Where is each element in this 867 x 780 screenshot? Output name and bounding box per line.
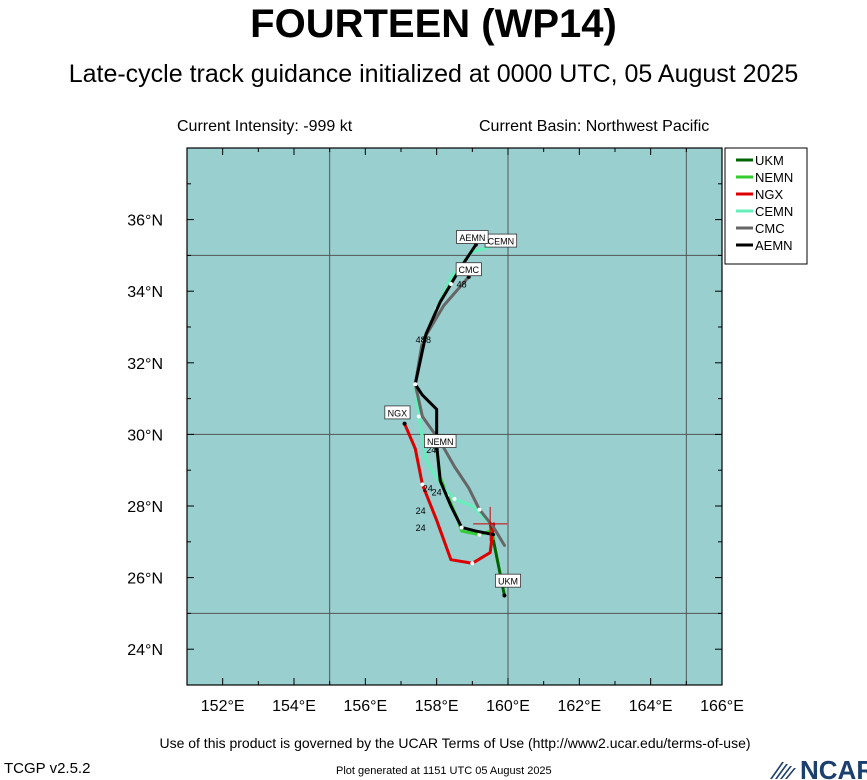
- track-label-ukm: UKM: [498, 577, 518, 587]
- x-tick-label: 160°E: [486, 698, 530, 715]
- track-point-aemn: [448, 282, 453, 287]
- x-tick-label: 154°E: [272, 698, 316, 715]
- ncar-logo-stripes: [770, 762, 796, 779]
- y-tick-label: 36°N: [127, 213, 163, 230]
- x-tick-label: 158°E: [415, 698, 459, 715]
- current-intensity-label: Current Intensity: -999 kt: [177, 118, 353, 135]
- y-tick-label: 28°N: [127, 499, 163, 516]
- track-point-cemn: [452, 496, 457, 501]
- track-label-cemn: CEMN: [488, 237, 515, 247]
- ncar-logo-text: NCAR: [800, 755, 867, 780]
- forecast-hour-label: 24: [423, 484, 433, 494]
- legend: UKM NEMN NGX CEMN CMC AEMN: [724, 147, 808, 265]
- forecast-hour-label: 48: [416, 335, 426, 345]
- track-label-box-aemn: [456, 230, 489, 244]
- ncar-logo: NCAR: [770, 755, 867, 780]
- x-tick-label: 152°E: [201, 698, 245, 715]
- track-label-box-nemn: [424, 434, 457, 448]
- track-label-box-cmc: [455, 262, 482, 277]
- track-line-aemn: [413, 243, 496, 537]
- terms-of-use-note: Use of this product is governed by the U…: [159, 735, 751, 751]
- legend-label-ukm: UKM: [755, 153, 784, 168]
- legend-label-cmc: CMC: [755, 221, 785, 236]
- forecast-hour-label: 24: [416, 506, 426, 516]
- track-point-ngx: [470, 561, 475, 566]
- generated-timestamp: Plot generated at 1151 UTC 05 August 202…: [336, 765, 552, 777]
- map-axis-ticks: 152°E 154°E 156°E 158°E 160°E 162°E 164°E 166°E…: [127, 147, 744, 715]
- forecast-hour-label: 48: [421, 335, 431, 345]
- track-point-cemn: [416, 414, 421, 419]
- y-tick-label: 24°N: [127, 642, 163, 659]
- track-label-box-ngx: [384, 405, 411, 420]
- legend-label-cemn: CEMN: [755, 204, 793, 219]
- track-label-aemn: AEMN: [459, 233, 485, 243]
- version-label: TCGP v2.5.2: [4, 760, 91, 777]
- map-frame: [186, 147, 723, 686]
- track-point-nemn: [477, 532, 482, 537]
- track-point-cmc: [477, 507, 482, 512]
- x-tick-label: 156°E: [343, 698, 387, 715]
- y-tick-label: 32°N: [127, 356, 163, 373]
- track-label-nemn: NEMN: [427, 437, 454, 447]
- y-tick-label: 34°N: [127, 284, 163, 301]
- track-point-aemn: [459, 525, 464, 530]
- legend-label-aemn: AEMN: [755, 238, 793, 253]
- track-point-ngx: [420, 482, 425, 487]
- y-tick-label: 26°N: [127, 571, 163, 588]
- forecast-hour-label: 24: [432, 487, 442, 497]
- map-background: [187, 148, 722, 685]
- x-tick-label: 164°E: [629, 698, 673, 715]
- forecast-hour-label: 48: [457, 280, 467, 290]
- track-label-ngx: NGX: [388, 408, 408, 418]
- y-tick-label: 30°N: [127, 427, 163, 444]
- track-point-ukm: [502, 593, 507, 598]
- chart-title: FOURTEEN (WP14): [250, 2, 617, 46]
- forecast-hour-label: 24: [426, 445, 436, 455]
- track-label-cmc: CMC: [459, 265, 480, 275]
- track-point-aemn: [413, 382, 418, 387]
- track-label-box-ukm: [494, 573, 521, 588]
- current-basin-label: Current Basin: Northwest Pacific: [479, 118, 710, 135]
- legend-label-nemn: NEMN: [755, 170, 793, 185]
- chart-subtitle: Late-cycle track guidance initialized at…: [68, 60, 799, 88]
- track-line-cemn: [413, 243, 499, 526]
- track-line-ngx: [403, 422, 496, 565]
- track-point-ngx: [402, 421, 407, 426]
- legend-label-ngx: NGX: [755, 187, 784, 202]
- x-tick-label: 162°E: [557, 698, 601, 715]
- forecast-hour-label: 24: [416, 523, 426, 533]
- x-tick-label: 166°E: [700, 698, 744, 715]
